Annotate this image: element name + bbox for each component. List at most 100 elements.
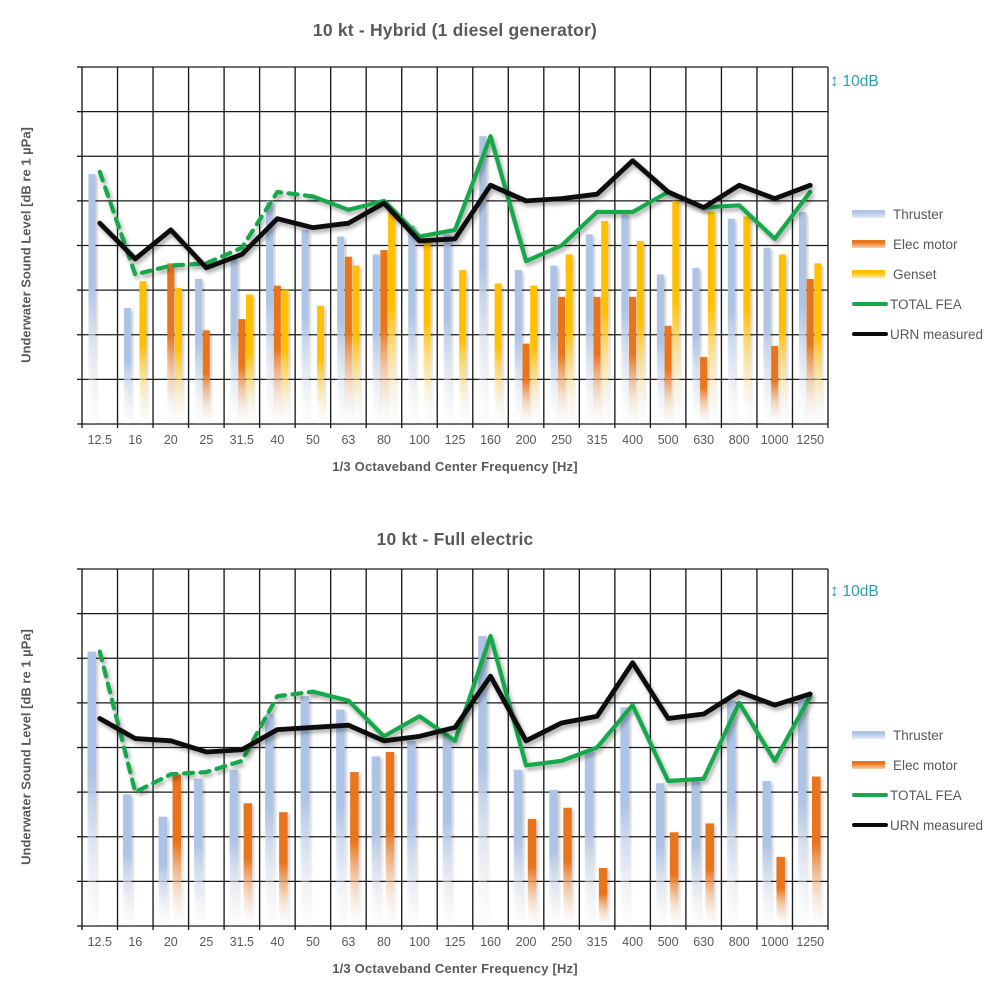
x-tick-label: 16 <box>128 433 143 447</box>
scale-indicator: ↕ 10dB <box>830 71 879 91</box>
bars-elec-motor <box>167 249 814 424</box>
x-tick-label: 25 <box>199 935 214 949</box>
legend-swatch-urn-measured <box>852 822 888 828</box>
legend-label: TOTAL FEA <box>890 787 962 803</box>
line-urn-measured <box>97 660 813 755</box>
x-axis-labels: 12.5 16 20 25 31.5 40 50 63 80 100 125 160 200 250 315… <box>0 935 1000 951</box>
x-tick-label: 400 <box>622 433 644 447</box>
x-tick-label: 800 <box>728 935 750 949</box>
x-tick-label: 63 <box>341 935 356 949</box>
legend-swatch-urn-measured <box>852 331 888 337</box>
x-tick-label: 315 <box>586 935 608 949</box>
x-tick-label: 16 <box>128 935 143 949</box>
x-tick-label: 1000 <box>760 433 789 447</box>
bars-thruster <box>88 136 806 424</box>
legend-label: URN measured <box>890 326 984 342</box>
x-tick-label: 31.5 <box>229 433 255 447</box>
x-tick-label: 125 <box>444 433 466 447</box>
x-tick-label: 100 <box>409 433 430 447</box>
x-tick-label: 100 <box>409 935 430 949</box>
x-tick-label: 25 <box>199 433 214 447</box>
x-tick-label: 160 <box>480 433 501 447</box>
legend-swatch-elec-motor <box>852 761 885 769</box>
x-tick-label: 50 <box>305 935 320 949</box>
legend-label: Genset <box>893 266 937 282</box>
x-tick-label: 500 <box>657 935 679 949</box>
legend-swatch-total-fea <box>852 301 888 307</box>
chart-title: 10 kt - Full electric <box>376 529 534 549</box>
chart-full-electric: 10 kt - Full electric Underwater Sound L… <box>0 502 1000 1004</box>
x-tick-label: 500 <box>657 433 679 447</box>
x-tick-label: 50 <box>305 433 320 447</box>
legend-swatch-thruster <box>852 210 885 218</box>
x-tick-label: 1250 <box>796 935 825 949</box>
legend-item-total-fea: TOTAL FEA <box>852 289 1000 319</box>
x-tick-label: 20 <box>163 935 178 949</box>
x-tick-label: 12.5 <box>87 935 112 949</box>
legend-item-elec-motor: Elec motor <box>852 229 1000 259</box>
legend-swatch-elec-motor <box>852 240 885 248</box>
legend-item-elec-motor: Elec motor <box>852 750 1000 780</box>
x-tick-label: 630 <box>693 935 715 949</box>
legend-item-thruster: Thruster <box>852 720 1000 750</box>
legend-swatch-thruster <box>852 731 885 739</box>
x-tick-label: 315 <box>586 433 608 447</box>
x-tick-label: 200 <box>515 433 537 447</box>
x-tick-label: 40 <box>270 935 285 949</box>
plot-area-full-electric <box>77 568 829 930</box>
legend: Thruster Elec motor Genset TOTAL FEA URN mea… <box>852 199 1000 349</box>
x-tick-label: 800 <box>728 433 750 447</box>
legend-label: Elec motor <box>893 236 958 252</box>
x-axis-title: 1/3 Octaveband Center Frequency [Hz] <box>332 961 578 976</box>
legend-item-thruster: Thruster <box>852 199 1000 229</box>
legend-swatch-genset <box>852 270 885 278</box>
chart-title: 10 kt - Hybrid (1 diesel generator) <box>312 20 598 40</box>
x-tick-label: 20 <box>163 433 178 447</box>
bars-elec-motor <box>172 751 821 926</box>
line-total-fea <box>97 169 316 277</box>
x-tick-label: 250 <box>551 935 572 949</box>
x-tick-label: 1000 <box>760 935 789 949</box>
line-total-fea <box>310 633 813 784</box>
x-axis-title: 1/3 Octaveband Center Frequency [Hz] <box>332 459 578 474</box>
chart-hybrid: 10 kt - Hybrid (1 diesel generator) Unde… <box>0 20 1000 474</box>
legend-label: Thruster <box>893 206 944 222</box>
updown-arrow-icon: ↕ <box>830 71 839 90</box>
scale-indicator-label: 10dB <box>842 583 879 600</box>
x-tick-label: 1250 <box>796 433 825 447</box>
x-tick-label: 80 <box>376 433 391 447</box>
scale-indicator-label: 10dB <box>842 73 879 90</box>
line-total-fea <box>97 649 316 795</box>
bars-genset <box>139 200 822 424</box>
x-tick-label: 160 <box>480 935 501 949</box>
legend-label: Thruster <box>893 727 944 743</box>
x-tick-label: 40 <box>270 433 285 447</box>
legend-swatch-total-fea <box>852 792 888 798</box>
legend-item-urn-measured: URN measured <box>852 810 1000 840</box>
scale-indicator: ↕ 10dB <box>830 581 879 601</box>
x-axis-labels: 12.5 16 20 25 31.5 40 50 63 80 100 125 160 200 250 315… <box>0 433 1000 449</box>
x-tick-label: 200 <box>515 935 537 949</box>
legend-item-urn-measured: URN measured <box>852 319 1000 349</box>
legend: Thruster Elec motor TOTAL FEA URN measured <box>852 720 1000 840</box>
legend-item-total-fea: TOTAL FEA <box>852 780 1000 810</box>
gridlines <box>77 66 829 428</box>
x-tick-label: 63 <box>341 433 356 447</box>
gridlines <box>77 568 829 930</box>
bars-thruster <box>87 635 807 926</box>
legend-label: Elec motor <box>893 757 958 773</box>
legend-item-genset: Genset <box>852 259 1000 289</box>
x-tick-label: 125 <box>444 935 466 949</box>
plot-area-hybrid <box>77 66 829 428</box>
updown-arrow-icon: ↕ <box>830 581 839 600</box>
line-urn-measured <box>97 158 813 271</box>
x-tick-label: 630 <box>693 433 715 447</box>
x-tick-label: 80 <box>376 935 391 949</box>
legend-label: URN measured <box>890 817 984 833</box>
legend-label: TOTAL FEA <box>890 296 962 312</box>
x-tick-label: 250 <box>551 433 572 447</box>
x-tick-label: 12.5 <box>87 433 112 447</box>
x-tick-label: 31.5 <box>229 935 255 949</box>
x-tick-label: 400 <box>622 935 644 949</box>
